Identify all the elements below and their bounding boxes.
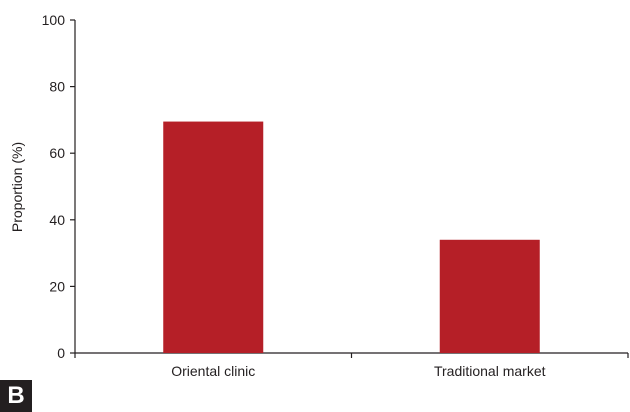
bar-traditional-market [439, 239, 540, 353]
bars [163, 121, 540, 353]
bar-chart: 0 20 40 60 80 100 Oriental clinic Traditional … [9, 12, 629, 379]
x-tick-label: Oriental clinic [171, 363, 255, 379]
y-axis: 0 20 40 60 80 100 [42, 12, 76, 361]
y-tick-label: 100 [42, 12, 66, 28]
y-tick-label: 80 [49, 79, 65, 95]
x-tick-label: Traditional market [434, 363, 546, 379]
y-axis-title: Proportion (%) [9, 142, 25, 232]
x-axis: Oriental clinic Traditional market [74, 352, 629, 379]
y-tick-label: 20 [49, 278, 65, 294]
y-tick-label: 40 [49, 212, 65, 228]
y-tick-label: 60 [49, 145, 65, 161]
y-tick-label: 0 [57, 345, 65, 361]
panel-label: B [0, 380, 32, 412]
bar-oriental-clinic [163, 121, 264, 353]
